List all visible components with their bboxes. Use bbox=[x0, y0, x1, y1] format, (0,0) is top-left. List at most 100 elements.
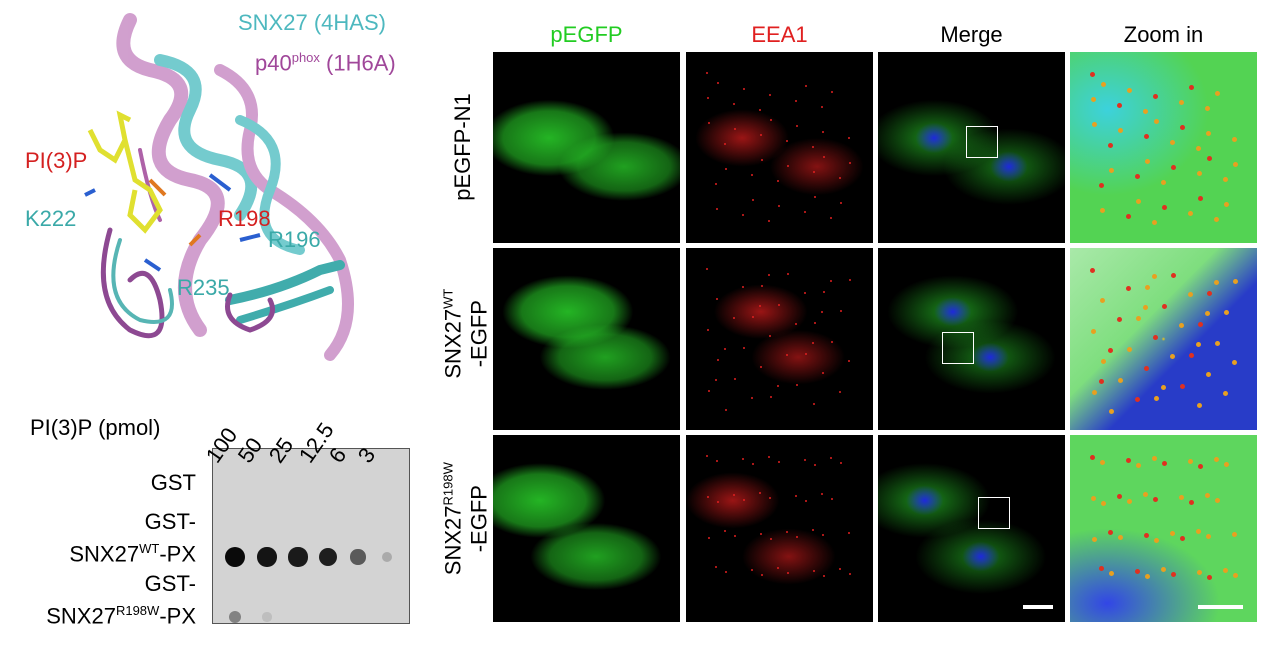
zoom-region-box bbox=[978, 497, 1010, 529]
blot-dot bbox=[228, 610, 242, 624]
protein-structure-overlay bbox=[84, 13, 354, 361]
puncta bbox=[1090, 72, 1095, 77]
puncta bbox=[1180, 125, 1185, 130]
puncta bbox=[1144, 533, 1149, 538]
puncta bbox=[1135, 174, 1140, 179]
row-label-suffix: -EGFP bbox=[466, 300, 492, 368]
puncta bbox=[1117, 494, 1122, 499]
puncta bbox=[1206, 372, 1211, 377]
puncta bbox=[761, 159, 763, 161]
blot-axis-label: PI(3)P (pmol) bbox=[30, 415, 161, 440]
legend-p40phox: p40phox (1H6A) bbox=[255, 50, 396, 76]
puncta bbox=[1171, 273, 1176, 278]
column-header: Zoom in bbox=[1123, 22, 1204, 47]
puncta bbox=[1145, 159, 1150, 164]
puncta bbox=[1091, 97, 1096, 102]
puncta bbox=[840, 202, 842, 204]
zoom-region-box bbox=[966, 126, 998, 158]
puncta bbox=[813, 171, 815, 173]
puncta bbox=[1152, 456, 1157, 461]
puncta bbox=[751, 569, 753, 571]
puncta bbox=[1126, 458, 1131, 463]
puncta bbox=[1108, 530, 1113, 535]
puncta bbox=[1153, 94, 1158, 99]
micrograph-panel bbox=[686, 248, 873, 430]
puncta bbox=[760, 366, 762, 368]
puncta bbox=[1127, 88, 1132, 93]
puncta bbox=[768, 274, 770, 276]
puncta bbox=[1136, 463, 1141, 468]
puncta bbox=[1161, 180, 1166, 185]
puncta bbox=[770, 119, 772, 121]
micrograph-panel bbox=[1070, 435, 1257, 622]
puncta bbox=[1153, 335, 1158, 340]
puncta bbox=[1091, 329, 1096, 334]
puncta bbox=[1196, 529, 1201, 534]
puncta bbox=[1162, 461, 1167, 466]
puncta bbox=[805, 85, 807, 87]
puncta bbox=[1233, 573, 1238, 578]
puncta bbox=[734, 535, 736, 537]
puncta bbox=[813, 403, 815, 405]
puncta bbox=[812, 529, 814, 531]
puncta bbox=[1189, 85, 1194, 90]
puncta bbox=[759, 305, 761, 307]
puncta bbox=[1109, 571, 1114, 576]
puncta bbox=[1188, 292, 1193, 297]
puncta bbox=[1197, 403, 1202, 408]
puncta bbox=[708, 537, 710, 539]
blot-row-snx27-wt: GST- SNX27WT-PX bbox=[69, 509, 196, 567]
puncta bbox=[1118, 378, 1123, 383]
label-k222: K222 bbox=[25, 206, 77, 231]
puncta bbox=[717, 501, 719, 503]
puncta bbox=[1100, 298, 1105, 303]
puncta bbox=[1100, 460, 1105, 465]
puncta bbox=[725, 168, 727, 170]
puncta bbox=[1223, 568, 1228, 573]
puncta bbox=[787, 572, 789, 574]
puncta bbox=[752, 316, 754, 318]
puncta bbox=[734, 378, 736, 380]
puncta bbox=[823, 291, 825, 293]
puncta bbox=[849, 162, 851, 164]
puncta bbox=[725, 571, 727, 573]
puncta bbox=[1197, 171, 1202, 176]
puncta bbox=[1205, 106, 1210, 111]
puncta bbox=[1161, 385, 1166, 390]
puncta bbox=[1101, 501, 1106, 506]
column-header: EEA1 bbox=[751, 22, 808, 47]
puncta bbox=[1207, 575, 1212, 580]
puncta bbox=[1224, 202, 1229, 207]
micrograph-panel bbox=[686, 52, 873, 243]
puncta bbox=[1180, 536, 1185, 541]
puncta bbox=[1215, 341, 1220, 346]
puncta bbox=[768, 220, 770, 222]
puncta bbox=[752, 199, 754, 201]
blot-dot bbox=[257, 547, 277, 567]
puncta bbox=[814, 196, 816, 198]
puncta bbox=[769, 335, 771, 337]
puncta bbox=[830, 280, 832, 282]
scale-bar bbox=[1198, 605, 1243, 609]
puncta bbox=[1170, 531, 1175, 536]
puncta bbox=[716, 298, 718, 300]
row-label-snx27-r198w: SNX27R198W -EGFP bbox=[440, 462, 492, 576]
dot-blot bbox=[212, 448, 410, 624]
puncta bbox=[795, 100, 797, 102]
puncta bbox=[1232, 137, 1237, 142]
puncta bbox=[822, 534, 824, 536]
puncta bbox=[1109, 168, 1114, 173]
puncta bbox=[1233, 279, 1238, 284]
puncta bbox=[759, 492, 761, 494]
puncta bbox=[761, 285, 763, 287]
puncta bbox=[840, 310, 842, 312]
puncta bbox=[715, 566, 717, 568]
puncta bbox=[822, 131, 824, 133]
puncta bbox=[1135, 397, 1140, 402]
puncta bbox=[1162, 304, 1167, 309]
micrograph-panel bbox=[878, 52, 1065, 243]
puncta bbox=[751, 174, 753, 176]
puncta bbox=[1145, 574, 1150, 579]
puncta bbox=[768, 456, 770, 458]
puncta bbox=[1232, 360, 1237, 365]
